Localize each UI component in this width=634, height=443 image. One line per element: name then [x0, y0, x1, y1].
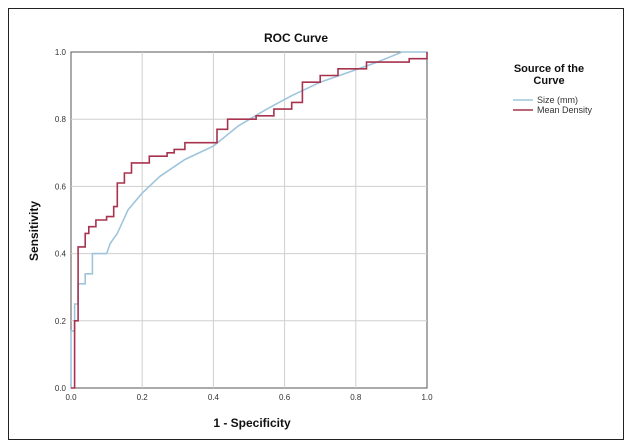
legend-title-line2: Curve — [533, 75, 564, 87]
x-tick-label: 0.8 — [350, 393, 362, 402]
legend-label: Mean Density — [537, 105, 593, 115]
x-tick-label: 1.0 — [421, 393, 433, 402]
y-tick-label: 0.4 — [55, 250, 67, 259]
legend-title-line1: Source of the — [514, 63, 584, 75]
y-tick-label: 0.2 — [55, 317, 67, 326]
y-axis-label: Sensitivity — [27, 201, 41, 261]
x-tick-label: 0.2 — [137, 393, 149, 402]
y-tick-label: 1.0 — [55, 48, 67, 57]
y-tick-label: 0.6 — [55, 182, 67, 191]
plot-area — [70, 51, 428, 389]
y-tick-label: 0.0 — [55, 384, 67, 393]
x-tick-label: 0.4 — [208, 393, 220, 402]
series-line-mean-density — [71, 52, 428, 389]
x-tick-label: 0.0 — [65, 393, 77, 402]
x-tick-label: 0.6 — [279, 393, 291, 402]
y-tick-label: 0.8 — [55, 115, 67, 124]
chart-frame: ROC Curve 1 - Specificity Sensitivity 0.… — [8, 8, 624, 440]
x-axis-label: 1 - Specificity — [213, 416, 291, 430]
chart-title: ROC Curve — [264, 31, 328, 45]
roc-chart: ROC Curve 1 - Specificity Sensitivity 0.… — [27, 31, 593, 430]
legend-label: Size (mm) — [537, 95, 578, 105]
